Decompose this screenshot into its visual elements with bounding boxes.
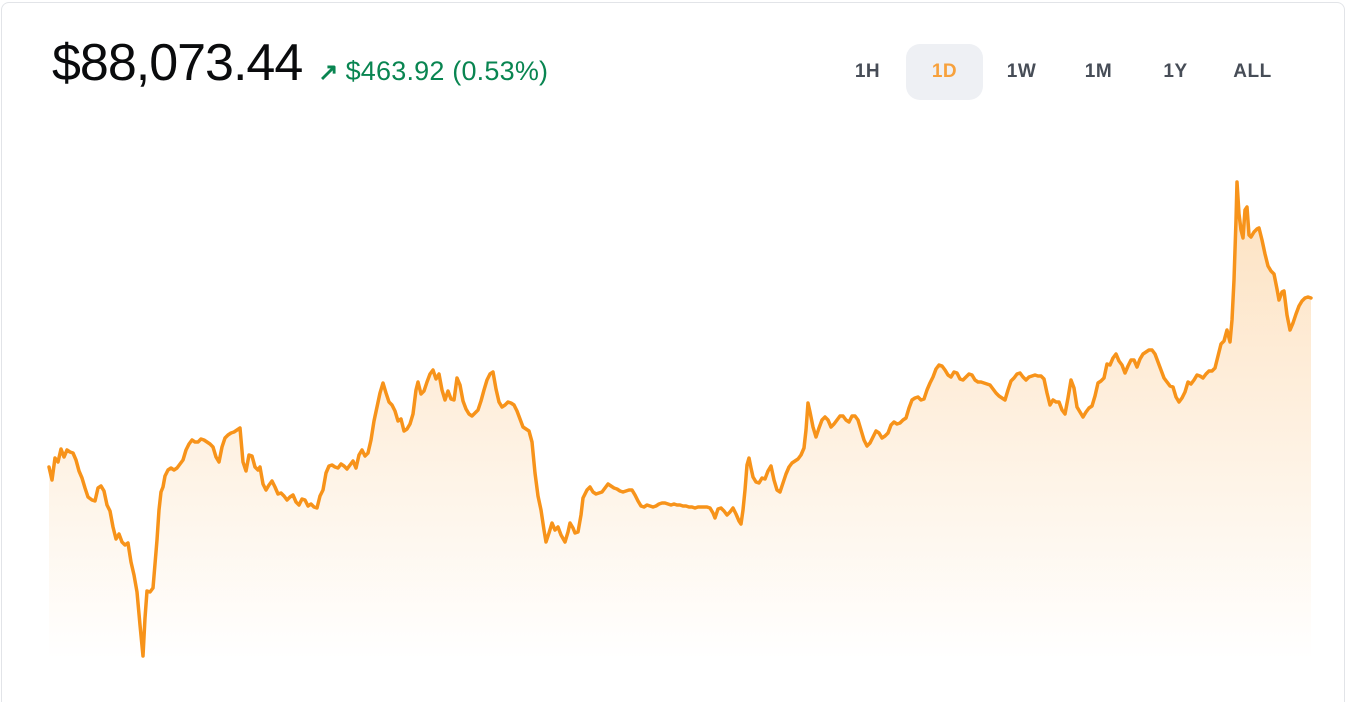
tab-1h[interactable]: 1H (829, 44, 906, 100)
chart-line (47, 180, 1313, 658)
tab-1m[interactable]: 1M (1060, 44, 1137, 100)
current-price: $88,073.44 (52, 34, 303, 92)
tab-all[interactable]: ALL (1214, 44, 1291, 100)
up-right-arrow-icon: ↗ (318, 59, 339, 86)
time-range-tabs: 1H 1D 1W 1M 1Y ALL (829, 44, 1291, 100)
tab-1y[interactable]: 1Y (1137, 44, 1214, 100)
price-header: $88,073.44 ↗ $463.92 (0.53%) (52, 34, 548, 94)
price-change-text: $463.92 (0.53%) (345, 56, 549, 86)
tab-1w[interactable]: 1W (983, 44, 1060, 100)
tab-1d[interactable]: 1D (906, 44, 983, 100)
price-change: ↗ $463.92 (0.53%) (318, 56, 548, 87)
chart-area-fill (49, 182, 1311, 660)
